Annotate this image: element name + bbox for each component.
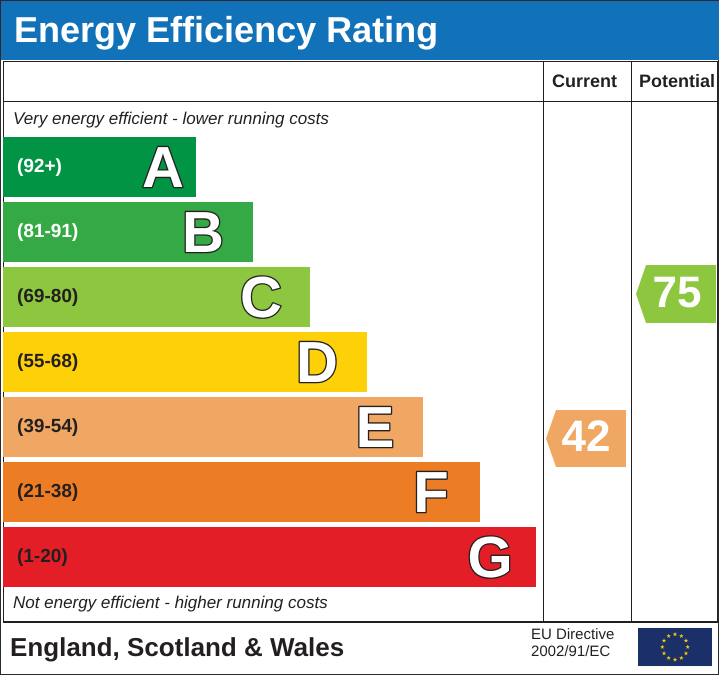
svg-text:G: G (467, 525, 512, 590)
svg-text:A: A (142, 135, 184, 200)
svg-text:42: 42 (562, 412, 611, 461)
svg-text:75: 75 (653, 268, 702, 317)
svg-text:C: C (240, 265, 282, 330)
svg-text:E: E (356, 395, 395, 460)
svg-text:B: B (182, 200, 224, 265)
svg-text:F: F (413, 460, 448, 525)
svg-text:D: D (296, 330, 338, 395)
